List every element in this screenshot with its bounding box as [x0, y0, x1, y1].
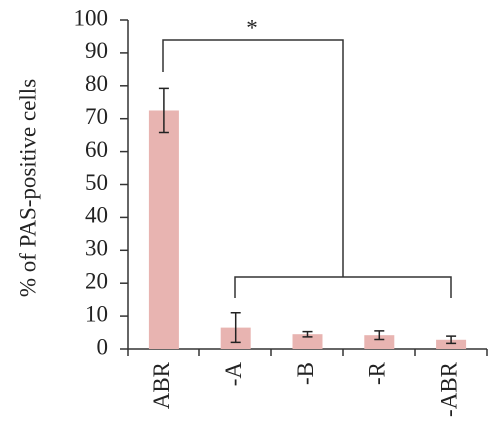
x-tick-label: ABR	[149, 361, 174, 409]
y-tick-label: 70	[85, 104, 108, 129]
y-tick-label: 0	[97, 334, 109, 359]
x-axis-ticks	[127, 349, 488, 356]
y-tick-label: 60	[85, 137, 108, 162]
error-bar	[230, 312, 241, 344]
bar	[436, 339, 467, 349]
significance-marker: *	[246, 15, 258, 40]
y-tick-label: 90	[85, 38, 108, 63]
y-axis-label: % of PAS-positive cells	[15, 79, 40, 297]
bar	[148, 110, 179, 349]
y-tick-label: 10	[85, 301, 108, 326]
significance-bracket	[162, 39, 344, 277]
y-tick-label: 40	[85, 203, 108, 228]
error-bar	[302, 330, 313, 338]
y-tick-label: 100	[74, 5, 109, 30]
bar	[292, 334, 323, 349]
axes	[127, 20, 487, 350]
error-bar	[158, 87, 169, 134]
y-tick-label: 30	[85, 236, 108, 261]
error-bar	[446, 335, 457, 345]
y-tick-label: 20	[85, 268, 108, 293]
error-bar	[374, 330, 385, 341]
bar	[364, 335, 395, 349]
y-tick-label: 50	[85, 170, 108, 195]
x-tick-label: -R	[365, 361, 390, 385]
significance-bracket	[234, 276, 452, 298]
x-tick-label: -ABR	[436, 361, 461, 417]
x-tick-label: -B	[293, 362, 318, 385]
y-tick-label: 80	[85, 71, 108, 96]
x-tick-label: -A	[221, 362, 246, 387]
